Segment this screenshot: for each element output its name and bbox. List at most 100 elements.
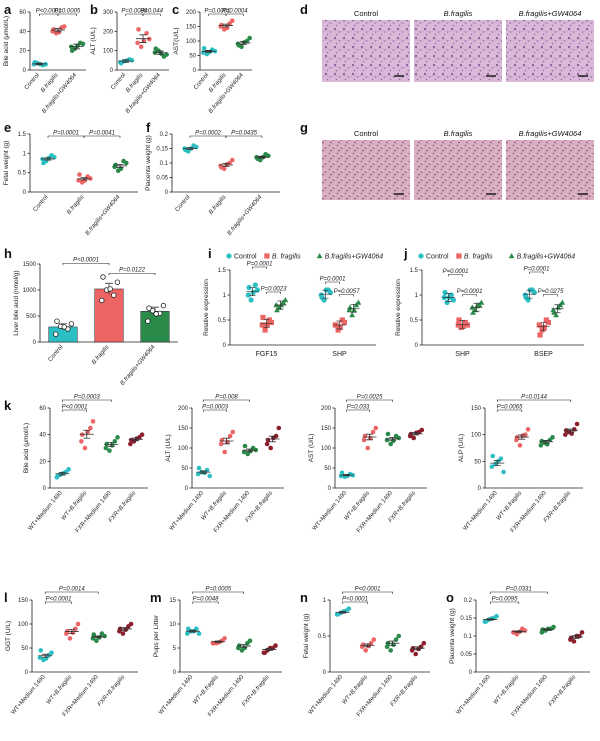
p-value-label: P=0.0057 <box>334 289 361 295</box>
panel-letter: j <box>403 246 408 261</box>
y-tick-label: 0 <box>173 670 177 676</box>
legend-label: B. fragilis <box>272 254 301 261</box>
p-value-label: P=0.0003 <box>202 405 229 411</box>
data-point <box>224 162 230 167</box>
mean-sem-bar <box>333 320 346 330</box>
panel-m: m 0 5 10 15 Pups per Litter WT+Medium 1490WT+B… <box>150 587 282 718</box>
p-value-label: P=0.0331 <box>506 587 532 593</box>
y-tick-label: 0.05 <box>460 652 472 658</box>
y-tick-label: 0.2 <box>160 132 169 138</box>
y-tick-label: 100 <box>186 39 197 45</box>
data-point <box>230 157 235 163</box>
data-point <box>347 304 353 310</box>
legend-label: B.fragilis+GW4064 <box>517 254 576 261</box>
data-point <box>128 621 134 627</box>
data-point <box>38 648 44 653</box>
legend-marker <box>316 253 323 259</box>
y-tick-label: 50 <box>189 54 196 60</box>
data-point <box>246 284 252 291</box>
mean-sem-bar <box>113 163 127 168</box>
y-tick-label: 300 <box>103 10 114 16</box>
significance-bracket <box>44 601 73 604</box>
micrograph-image <box>322 20 410 82</box>
data-point <box>538 443 544 448</box>
data-point <box>109 443 115 448</box>
mean-sem-bar <box>219 437 234 445</box>
panel-a: a 0 20 40 60 Bile acid (μmol/L) Control B.fragi… <box>3 2 86 115</box>
data-point <box>82 445 88 451</box>
mean-sem-bar <box>55 472 70 476</box>
y-tick-label: 500 <box>26 314 37 320</box>
data-point <box>337 324 343 331</box>
y-tick-label: 1000 <box>23 288 37 294</box>
data-point <box>531 289 538 296</box>
legend: Control B. fragilis B.fragilis+GW4064 <box>418 253 576 261</box>
significance-bracket <box>142 13 161 16</box>
data-point <box>373 425 379 431</box>
panel-n: n 0 0.5 1 Fetal weight (g) WT+Medium 1490WT+B… <box>300 587 430 718</box>
y-tick-label: 0.2 <box>464 598 473 604</box>
y-tick-label: 1500 <box>23 262 37 268</box>
data-point <box>219 165 224 170</box>
panel-g: g Control B.fragilis B.fragilis+GW4064 <box>300 120 594 200</box>
legend-marker <box>456 253 462 259</box>
cluster-label: FGF15 <box>256 351 278 358</box>
cluster-label: BSEP <box>534 351 553 358</box>
data-point <box>346 606 352 611</box>
data-point <box>464 322 470 328</box>
y-tick-label: 40 <box>19 29 26 35</box>
data-point <box>551 309 557 315</box>
data-point <box>195 471 201 477</box>
data-point <box>319 294 325 301</box>
micrograph-image <box>506 20 594 82</box>
micrograph-header: B.fragilis <box>444 9 473 18</box>
y-tick-label: 50 <box>21 646 28 652</box>
p-value-label: P<0.0001 <box>355 587 381 593</box>
panel-f: f 0 0.05 0.1 0.15 0.2 Placenta weight (g) Contr… <box>145 120 280 237</box>
data-point <box>68 321 75 327</box>
data-point <box>138 44 144 50</box>
data-point <box>366 643 371 649</box>
significance-bracket <box>225 135 263 138</box>
panel-letter: e <box>4 120 11 135</box>
mean-sem-bar <box>319 289 332 299</box>
data-point <box>241 449 247 455</box>
significance-bracket <box>192 591 245 594</box>
significance-bracket <box>266 291 281 294</box>
data-point <box>419 427 425 433</box>
y-tick-label: 50 <box>181 466 188 472</box>
data-point <box>107 448 112 453</box>
mean-sem-bar <box>185 629 200 633</box>
y-tick-label: 15 <box>169 598 176 604</box>
data-point <box>385 431 391 437</box>
y-tick-label: 0 <box>25 670 29 676</box>
mean-sem-bar <box>242 448 257 452</box>
p-value-label: P=0.0065 <box>497 405 524 411</box>
data-point <box>579 630 585 635</box>
y-tick-label: 200 <box>186 10 197 16</box>
y-axis-label: Pups per Litter <box>153 614 160 657</box>
data-point <box>327 289 333 296</box>
data-point <box>470 309 476 315</box>
data-point <box>396 435 402 441</box>
data-point <box>146 305 152 311</box>
x-tick-label: B.fragilis+GW4064 <box>125 72 162 115</box>
data-point <box>149 308 156 314</box>
data-point <box>80 41 86 47</box>
data-point <box>218 441 224 447</box>
mean-sem-bar <box>128 437 143 442</box>
data-point <box>523 294 529 301</box>
mean-sem-bar <box>219 23 233 28</box>
p-value-label: P=0.033 <box>347 405 370 411</box>
p-value-label: P=0.0001 <box>443 269 469 275</box>
data-point <box>66 467 71 472</box>
x-tick-label: Control <box>175 194 192 213</box>
panel-letter: m <box>150 590 162 605</box>
x-tick-label: FXR+B.fragilis <box>97 674 126 707</box>
mean-sem-bar <box>136 34 150 43</box>
mean-sem-bar <box>442 293 455 302</box>
data-point <box>90 636 96 641</box>
data-point <box>259 322 265 328</box>
data-point <box>268 319 274 326</box>
x-tick-label: FXR+B.fragilis <box>390 674 419 707</box>
